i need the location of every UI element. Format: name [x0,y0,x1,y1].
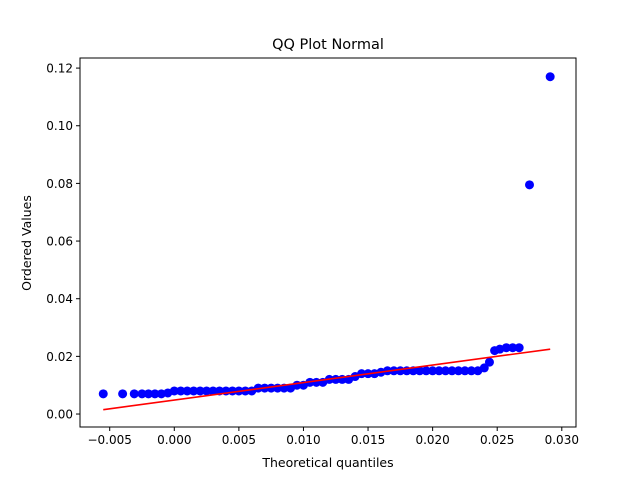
qq-point [441,366,451,376]
qq-point [266,383,276,393]
qq-point [150,389,160,399]
qq-point [447,366,457,376]
qq-point [508,343,518,353]
qq-point [434,366,444,376]
x-tick-label: −0.005 [87,433,131,447]
x-tick-label: 0.010 [286,433,320,447]
qq-point [98,389,108,399]
qq-point [453,366,463,376]
x-tick-label: 0.020 [415,433,449,447]
axes-frame [79,57,577,428]
qq-point [202,386,212,396]
qq-point [208,386,218,396]
x-axis-label: Theoretical quantiles [261,455,393,470]
qq-point [195,386,205,396]
qq-point [129,389,139,399]
x-tick-label: 0.015 [351,433,385,447]
qq-point [525,180,534,190]
x-tick-label: 0.030 [545,433,579,447]
x-tick-label: 0.005 [222,433,256,447]
qq-point [460,366,470,376]
y-tick-label: 0.06 [46,235,73,249]
qq-point [514,343,524,353]
qq-point [466,366,476,376]
qq-point [484,357,494,367]
y-tick-label: 0.08 [46,177,73,191]
qq-point [169,386,179,396]
y-tick-label: 0.00 [46,408,73,422]
y-tick-label: 0.10 [46,119,73,133]
chart-title: QQ Plot Normal [272,37,384,53]
qq-point [182,386,192,396]
qq-point [479,363,489,373]
fit-line [103,348,551,411]
y-tick-label: 0.12 [46,62,73,76]
y-axis-ticks: 0.00 0.02 0.04 0.06 0.08 0.10 0.12 [46,62,80,422]
points-layer [98,72,555,399]
x-axis-ticks: −0.005 0.000 0.005 0.010 0.015 0.020 0.025 0.03… [87,427,579,447]
qq-point [176,386,186,396]
qq-point [428,366,438,376]
qq-point [415,366,425,376]
x-tick-label: 0.000 [157,433,191,447]
y-axis-label: Ordered Values [19,195,34,291]
qq-point [421,366,431,376]
qq-point [143,389,153,399]
qq-point [545,72,555,82]
qq-point [357,369,367,379]
qq-point [118,389,128,399]
fit-line-layer [103,348,551,411]
qq-point [189,386,199,396]
qq-point [501,343,511,353]
y-tick-label: 0.04 [46,292,73,306]
qq-point [137,389,147,399]
x-tick-label: 0.025 [480,433,514,447]
y-tick-label: 0.02 [46,350,73,364]
